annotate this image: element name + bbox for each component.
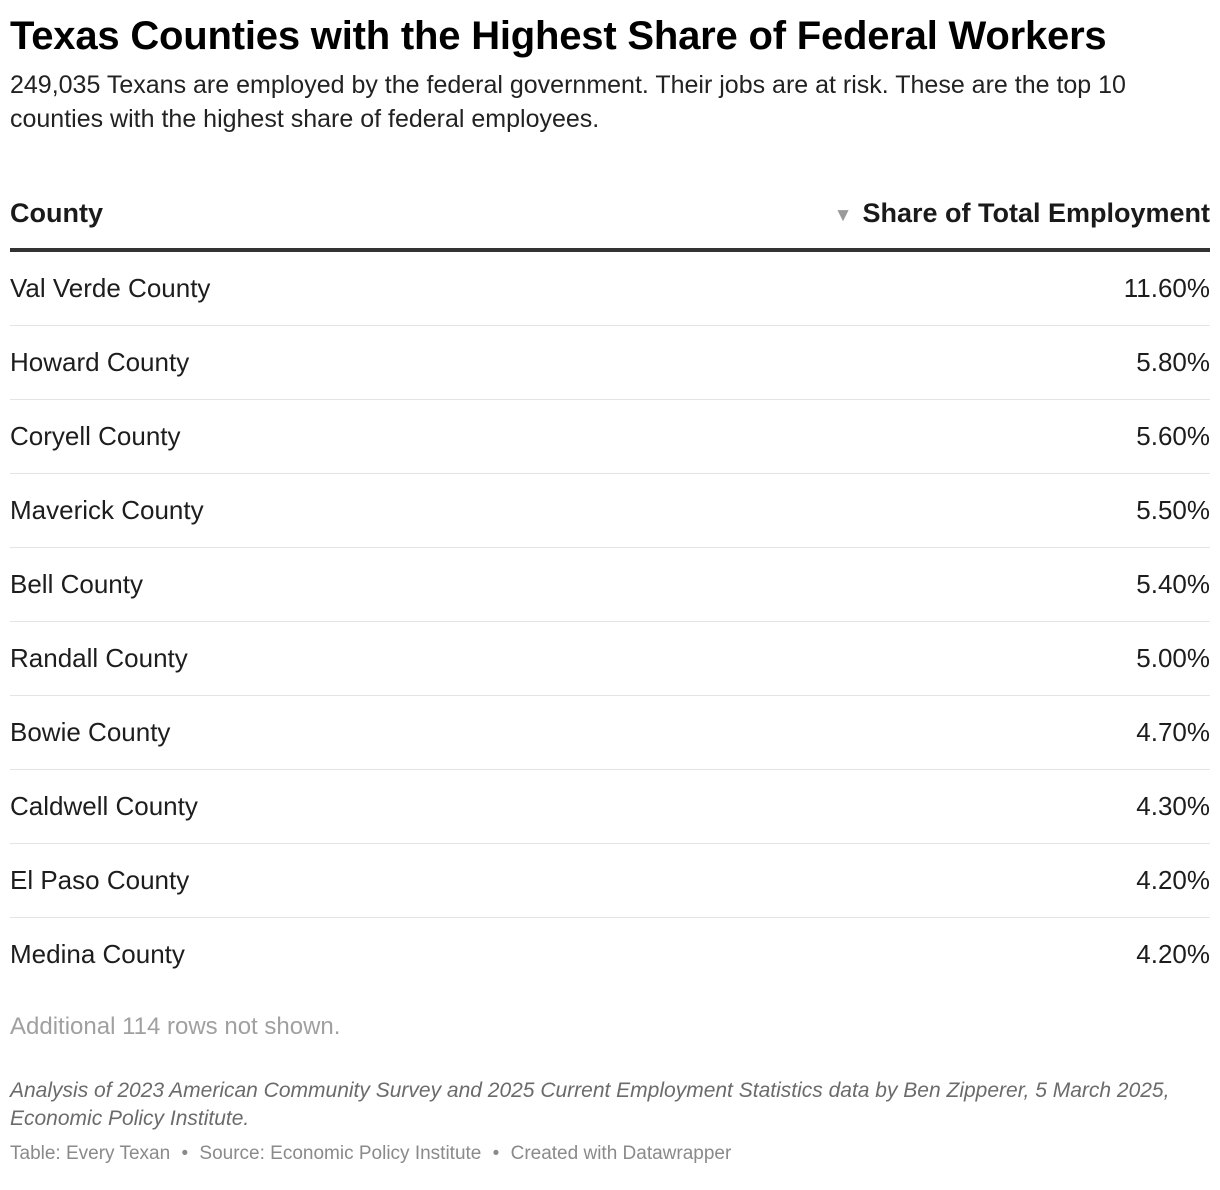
county-cell: Caldwell County: [10, 769, 610, 844]
sort-descending-icon[interactable]: ▼: [833, 204, 853, 226]
county-cell: Randall County: [10, 621, 610, 696]
share-cell: 4.70%: [610, 695, 1210, 770]
table-row: Bowie County 4.70%: [10, 695, 1210, 770]
share-cell: 5.00%: [610, 621, 1210, 696]
share-cell: 5.80%: [610, 325, 1210, 400]
footer-separator: •: [492, 1143, 500, 1164]
share-cell: 5.50%: [610, 473, 1210, 548]
county-cell: Bowie County: [10, 695, 610, 770]
table-row: Howard County 5.80%: [10, 325, 1210, 400]
chart-subtitle: 249,035 Texans are employed by the feder…: [10, 71, 1126, 133]
column-header-county[interactable]: County: [10, 178, 610, 252]
county-cell: Howard County: [10, 325, 610, 400]
county-cell: El Paso County: [10, 843, 610, 918]
share-cell: 5.40%: [610, 547, 1210, 622]
county-cell: Maverick County: [10, 473, 610, 548]
chart-title: Texas Counties with the Highest Share of…: [10, 14, 1107, 58]
share-cell: 4.20%: [610, 843, 1210, 918]
footer-separator: •: [181, 1143, 189, 1164]
share-cell: 5.60%: [610, 399, 1210, 474]
table-row: Maverick County 5.50%: [10, 473, 1210, 548]
column-header-county-label: County: [10, 197, 103, 228]
share-cell: 4.20%: [1136, 939, 1210, 969]
county-cell: Medina County: [10, 939, 185, 969]
footer-credits: Table: Every Texan • Source: Economic Po…: [10, 1143, 1210, 1165]
chart-container: Texas Counties with the Highest Share of…: [10, 14, 1210, 1165]
table-row: Val Verde County 11.60%: [10, 250, 1210, 326]
county-cell: Coryell County: [10, 399, 610, 474]
datawrapper-credit[interactable]: Created with Datawrapper: [510, 1143, 732, 1164]
table-row: El Paso County 4.20%: [10, 843, 1210, 918]
table-row: Bell County 5.40%: [10, 547, 1210, 622]
more-rows-note: Additional 114 rows not shown.: [10, 1013, 341, 1040]
source-credit: Source: Economic Policy Institute: [199, 1143, 482, 1164]
share-cell: 4.30%: [610, 769, 1210, 844]
share-cell: 11.60%: [610, 250, 1210, 326]
county-cell: Val Verde County: [10, 250, 610, 326]
source-notes: Analysis of 2023 American Community Surv…: [10, 1079, 1170, 1130]
county-cell: Bell County: [10, 547, 610, 622]
table-row: Caldwell County 4.30%: [10, 769, 1210, 844]
column-header-share[interactable]: ▼ Share of Total Employment: [610, 178, 1210, 252]
table-row: Medina County 4.20%: [10, 918, 1210, 992]
table-credit: Table: Every Texan: [10, 1143, 171, 1164]
table-header-row: County ▼ Share of Total Employment: [10, 178, 1210, 252]
column-header-share-label: Share of Total Employment: [862, 197, 1210, 228]
data-table: County ▼ Share of Total Employment Val Ve…: [10, 178, 1210, 991]
table-row: Randall County 5.00%: [10, 621, 1210, 696]
table-row: Coryell County 5.60%: [10, 399, 1210, 474]
table-body: Val Verde County 11.60% Howard County 5.80%…: [10, 250, 1210, 991]
